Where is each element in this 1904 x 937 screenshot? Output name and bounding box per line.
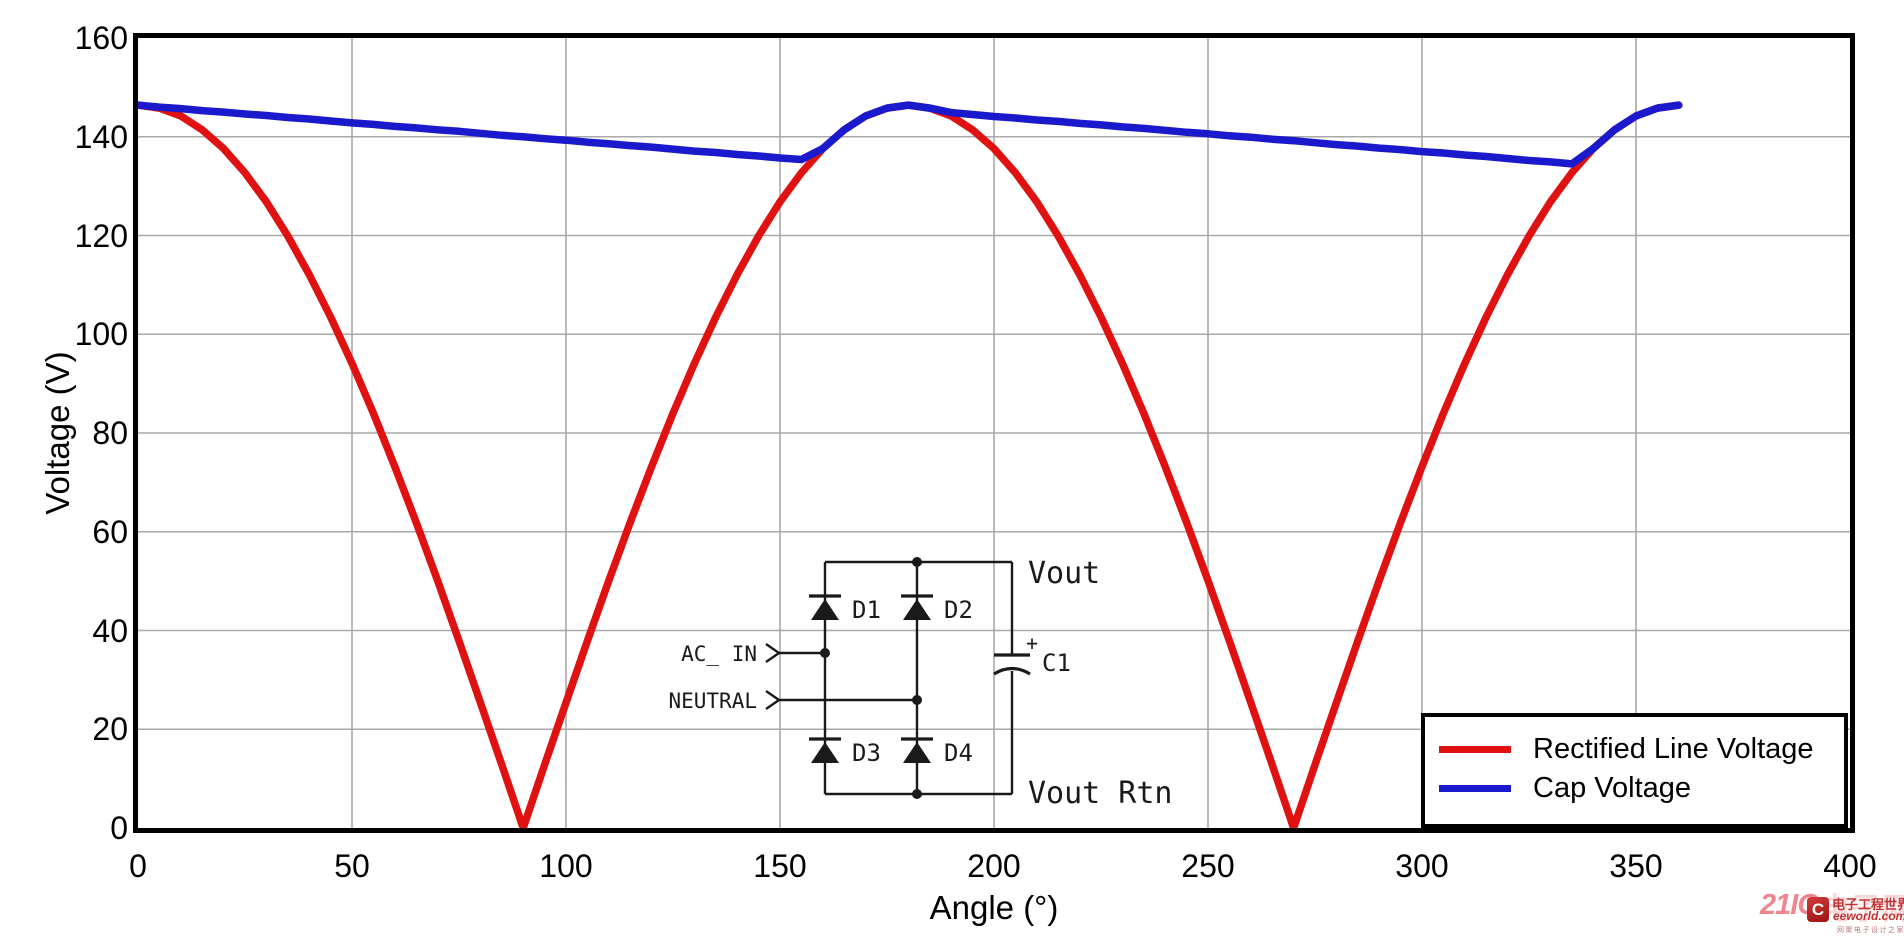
- legend-item-cap: Cap Voltage: [1439, 769, 1844, 808]
- y-axis-title: Voltage (V): [39, 351, 76, 515]
- y-tick-label: 60: [92, 513, 128, 550]
- watermark-tagline: 网聚电子设计之家: [1837, 927, 1904, 934]
- eeworld-logo-icon: C: [1807, 897, 1829, 922]
- diode-d1: [809, 594, 841, 620]
- legend-label: Cap Voltage: [1533, 772, 1692, 804]
- junction-dot: [912, 789, 922, 799]
- junction-dot: [912, 557, 922, 567]
- diode-d2: [901, 594, 933, 620]
- chevron-icon: [765, 643, 782, 663]
- series-line-cap: [138, 101, 1683, 168]
- watermark-site-name: 电子工程世界: [1832, 897, 1904, 912]
- cap-polarity-label: +: [1026, 631, 1038, 655]
- diode-d3-label: D3: [852, 739, 881, 767]
- vout-label: Vout: [1028, 556, 1100, 591]
- x-tick-label: 350: [1609, 848, 1663, 884]
- x-axis-title: Angle (°): [929, 889, 1059, 926]
- x-tick-label: 150: [753, 848, 807, 884]
- diode-d2-label: D2: [944, 596, 973, 624]
- plot-area: [133, 33, 1855, 833]
- legend-item-rectified: Rectified Line Voltage: [1439, 730, 1844, 769]
- junction-dot: [820, 648, 830, 658]
- junction-dot: [912, 695, 922, 705]
- y-tick-label: 140: [74, 118, 128, 155]
- y-tick-label: 80: [92, 415, 128, 451]
- bridge-rectifier-inset: D1 D2 D3 D4 AC_ IN NEUTRAL + C1 Vout Vou…: [668, 556, 1173, 811]
- x-tick-label: 200: [967, 848, 1021, 884]
- x-tick-label: 300: [1395, 848, 1449, 884]
- y-tick-label: 20: [92, 711, 128, 748]
- cap-line-swatch: [1439, 785, 1511, 792]
- legend-label: Rectified Line Voltage: [1533, 733, 1814, 765]
- capacitor-c1: [993, 653, 1031, 676]
- diode-d4-label: D4: [944, 739, 973, 767]
- vout-rtn-label: Vout Rtn: [1028, 776, 1173, 811]
- cap-c1-label: C1: [1042, 649, 1071, 677]
- neutral-label: NEUTRAL: [668, 689, 757, 713]
- rectified-line-swatch: [1439, 746, 1511, 753]
- y-tick-label: 120: [74, 217, 128, 254]
- watermark-site-url: eeworld.com.cn: [1833, 909, 1904, 923]
- y-tick-label: 0: [110, 810, 128, 846]
- x-tick-label: 100: [539, 848, 593, 884]
- chart-canvas: [138, 38, 1850, 828]
- x-tick-label: 400: [1823, 848, 1877, 884]
- watermark-ghost-text: 电子网: [1820, 893, 1904, 926]
- diode-d4: [901, 737, 933, 763]
- x-tick-label: 250: [1181, 848, 1235, 884]
- chevron-icon: [765, 690, 782, 710]
- watermark: 电子网 21IC C 电子工程世界 eeworld.com.cn 网聚电子设计之…: [1740, 884, 1904, 937]
- diode-d1-label: D1: [852, 596, 881, 624]
- ac-in-label: AC_ IN: [681, 642, 757, 666]
- y-tick-label: 40: [92, 612, 128, 649]
- legend: Rectified Line Voltage Cap Voltage: [1421, 713, 1848, 828]
- x-tick-label: 50: [334, 848, 370, 884]
- x-tick-label: 0: [129, 848, 147, 884]
- diode-d3: [809, 737, 841, 763]
- y-tick-label: 100: [74, 316, 128, 353]
- y-tick-label: 160: [74, 20, 128, 56]
